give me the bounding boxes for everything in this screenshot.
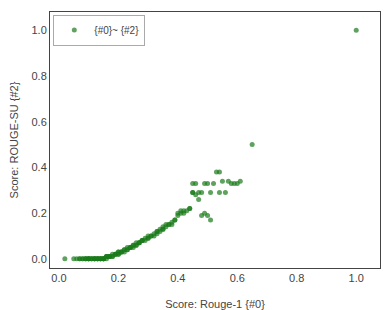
svg-text:0.2: 0.2: [111, 272, 126, 284]
svg-text:0.6: 0.6: [230, 272, 245, 284]
svg-text:Score: Rouge-1 {#0}: Score: Rouge-1 {#0}: [165, 298, 265, 310]
svg-text:0.8: 0.8: [32, 70, 47, 82]
svg-text:Score: ROUGE-SU {#2}: Score: ROUGE-SU {#2}: [8, 81, 20, 198]
svg-text:0.2: 0.2: [32, 207, 47, 219]
svg-text:1.0: 1.0: [32, 24, 47, 36]
svg-text:1.0: 1.0: [349, 272, 364, 284]
svg-text:0.6: 0.6: [32, 116, 47, 128]
svg-text:{#0}~ {#2}: {#0}~ {#2}: [94, 25, 139, 36]
svg-text:0.4: 0.4: [170, 272, 185, 284]
svg-text:0.0: 0.0: [51, 272, 66, 284]
svg-text:0.0: 0.0: [32, 253, 47, 265]
svg-text:0.8: 0.8: [289, 272, 304, 284]
svg-text:0.4: 0.4: [32, 161, 47, 173]
